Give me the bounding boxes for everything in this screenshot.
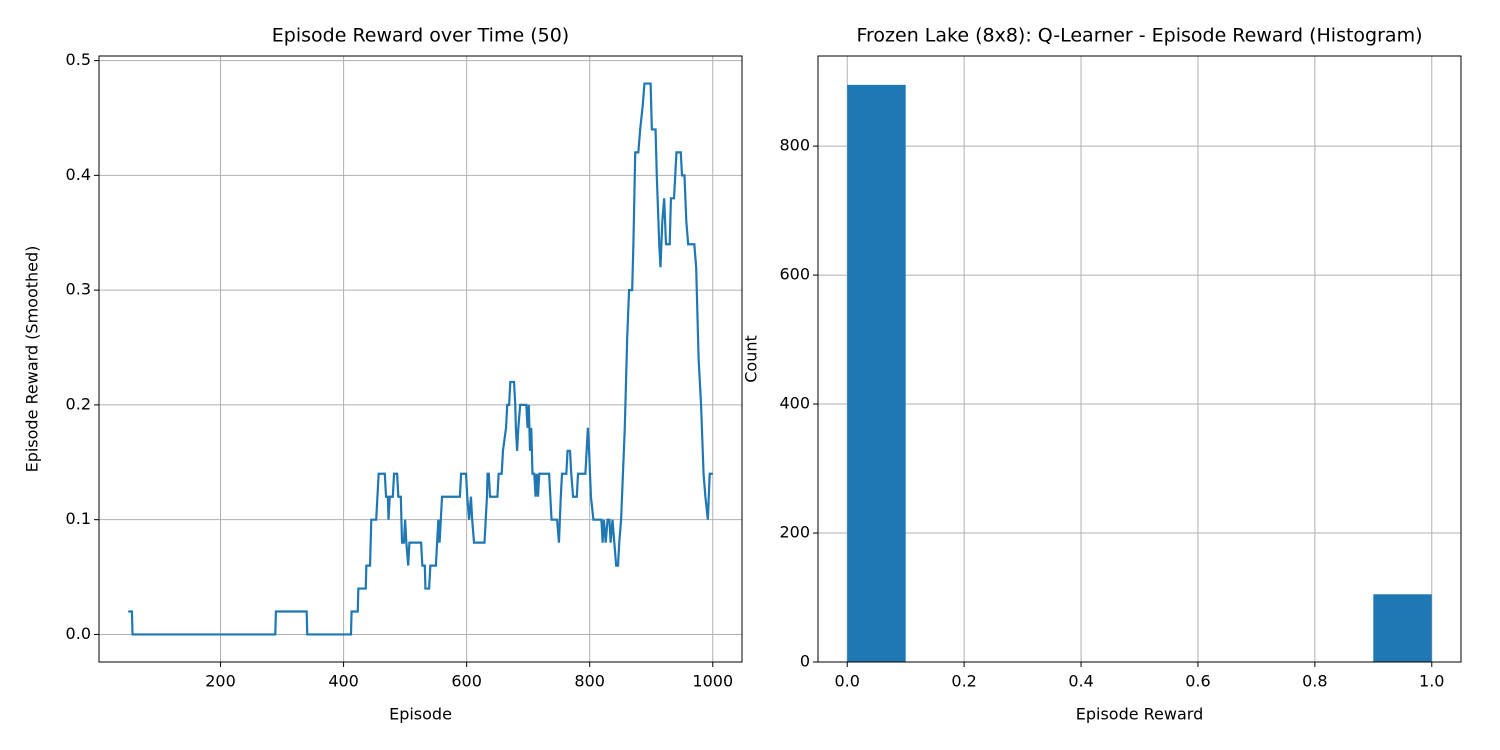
chart-title: Episode Reward over Time (50) xyxy=(272,25,569,47)
y-tick-label: 0.1 xyxy=(66,509,91,528)
x-tick-label: 200 xyxy=(205,672,236,691)
x-tick-label: 800 xyxy=(574,672,605,691)
x-axis-label: Episode Reward xyxy=(1076,705,1204,724)
line-series xyxy=(128,82,713,636)
x-tick-label: 0.2 xyxy=(951,672,976,691)
x-tick-label: 0.4 xyxy=(1068,672,1093,691)
y-tick-label: 200 xyxy=(779,523,810,542)
y-tick-label: 0.5 xyxy=(66,50,91,69)
x-tick-label: 600 xyxy=(451,672,482,691)
axes-frame xyxy=(98,55,743,663)
x-tick-label: 0.0 xyxy=(835,672,860,691)
x-tick-label: 1000 xyxy=(692,672,733,691)
bar xyxy=(1373,594,1432,662)
subplot: 200 400 600 800 1000 0.0 0.1 0.2 0.3 0.4 0.5 Episod… xyxy=(23,25,743,724)
y-tick-label: 800 xyxy=(779,136,810,155)
y-tick-label: 400 xyxy=(779,394,810,413)
y-tick-label: 0.2 xyxy=(66,394,91,413)
y-tick-label: 0.4 xyxy=(66,165,91,184)
y-axis-label: Episode Reward (Smoothed) xyxy=(23,246,42,473)
y-tick-label: 0.0 xyxy=(66,624,91,643)
bar xyxy=(847,84,906,663)
y-tick-label: 0.3 xyxy=(66,280,91,299)
axes-frame xyxy=(817,55,1462,663)
subplot: 0.0 0.2 0.4 0.6 0.8 1.0 0 200 400 600 800 Frozen La… xyxy=(742,25,1462,724)
chart-title: Frozen Lake (8x8): Q-Learner - Episode R… xyxy=(856,25,1422,47)
y-axis-label: Count xyxy=(742,335,761,383)
x-tick-label: 400 xyxy=(328,672,359,691)
x-tick-label: 0.6 xyxy=(1185,672,1210,691)
y-tick-label: 0 xyxy=(800,652,810,671)
x-tick-label: 0.8 xyxy=(1302,672,1327,691)
x-tick-label: 1.0 xyxy=(1419,672,1444,691)
x-axis-label: Episode xyxy=(389,705,452,724)
y-tick-label: 600 xyxy=(779,265,810,284)
